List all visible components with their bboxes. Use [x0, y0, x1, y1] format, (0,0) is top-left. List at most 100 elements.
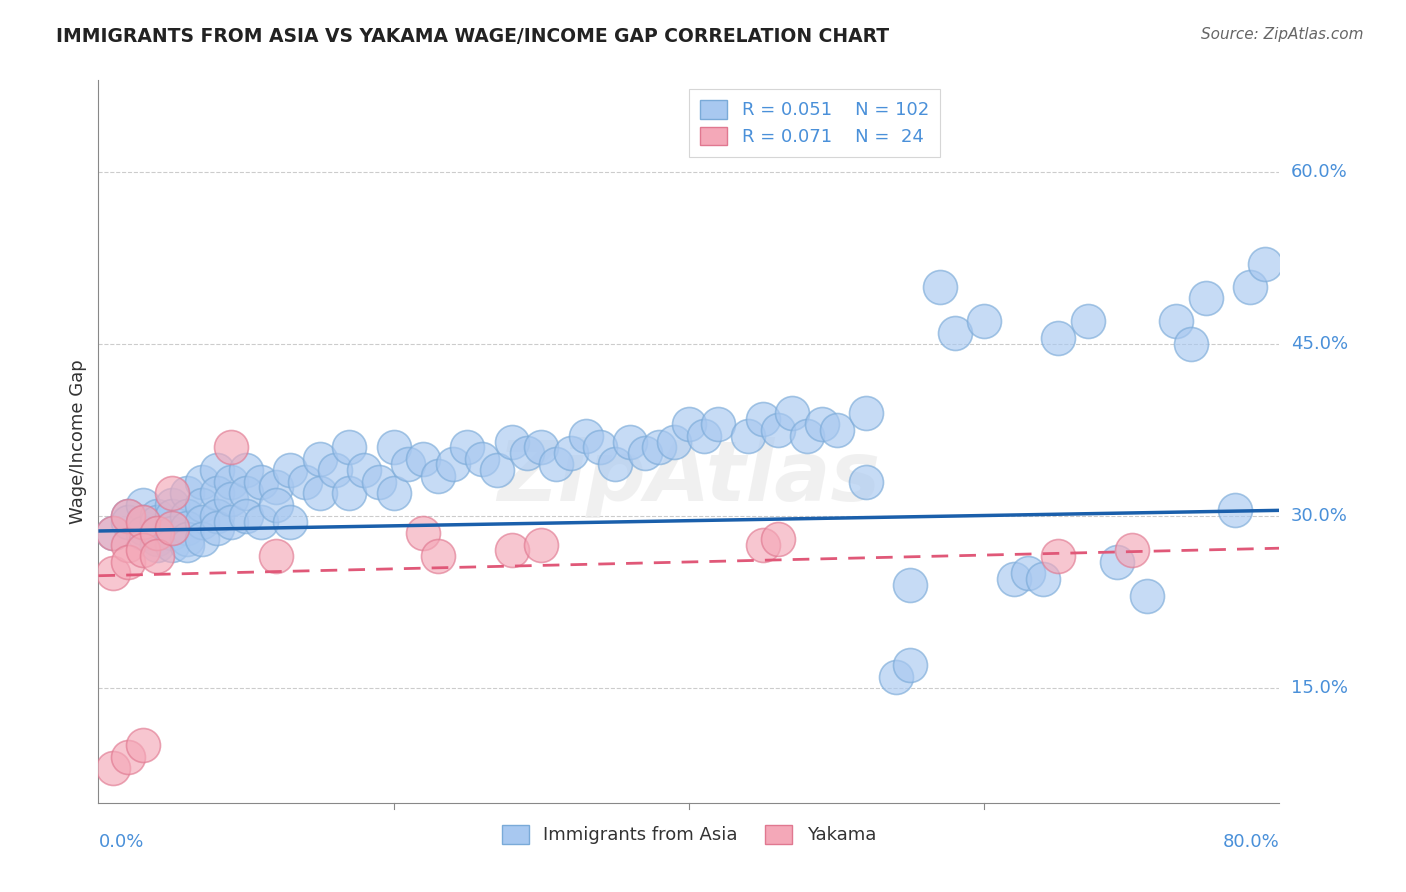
Text: 45.0%: 45.0%: [1291, 335, 1348, 353]
Point: [900, 658, 922, 673]
Point: [398, 458, 420, 472]
Point: [294, 475, 316, 489]
Point: [427, 469, 450, 483]
Y-axis label: Wage/Income Gap: Wage/Income Gap: [69, 359, 87, 524]
Point: [264, 498, 287, 512]
Point: [146, 549, 169, 564]
Point: [205, 486, 228, 500]
Point: [132, 498, 155, 512]
Point: [235, 509, 257, 524]
Point: [339, 440, 361, 454]
Point: [382, 440, 405, 454]
Point: [309, 486, 332, 500]
Point: [382, 486, 405, 500]
Point: [162, 486, 183, 500]
Point: [943, 326, 966, 340]
Text: Source: ZipAtlas.com: Source: ZipAtlas.com: [1201, 27, 1364, 42]
Point: [205, 520, 228, 534]
Point: [146, 526, 169, 541]
Point: [250, 515, 273, 529]
Point: [855, 406, 877, 420]
Point: [1195, 291, 1218, 305]
Point: [191, 515, 214, 529]
Point: [280, 515, 302, 529]
Point: [973, 314, 995, 328]
Point: [782, 406, 804, 420]
Point: [766, 423, 789, 437]
Point: [132, 515, 155, 529]
Point: [162, 538, 183, 552]
Point: [146, 538, 169, 552]
Point: [516, 446, 538, 460]
Point: [589, 440, 612, 454]
Point: [339, 486, 361, 500]
Legend: Immigrants from Asia, Yakama: Immigrants from Asia, Yakama: [495, 818, 883, 852]
Point: [162, 509, 183, 524]
Point: [530, 440, 553, 454]
Point: [280, 463, 302, 477]
Point: [221, 491, 243, 506]
Point: [191, 532, 214, 546]
Point: [162, 520, 183, 534]
Point: [191, 475, 214, 489]
Point: [752, 538, 775, 552]
Point: [737, 429, 759, 443]
Point: [412, 526, 434, 541]
Point: [1046, 549, 1070, 564]
Point: [605, 458, 627, 472]
Point: [457, 440, 479, 454]
Point: [855, 475, 877, 489]
Point: [132, 526, 155, 541]
Point: [146, 532, 169, 546]
Point: [132, 543, 155, 558]
Text: 0.0%: 0.0%: [98, 833, 143, 851]
Point: [530, 538, 553, 552]
Point: [235, 463, 257, 477]
Point: [1032, 572, 1054, 586]
Point: [1180, 337, 1202, 351]
Point: [1239, 279, 1261, 293]
Point: [1166, 314, 1188, 328]
Point: [176, 520, 198, 534]
Point: [117, 750, 139, 764]
Point: [575, 429, 598, 443]
Point: [117, 515, 139, 529]
Point: [191, 498, 214, 512]
Point: [1136, 590, 1159, 604]
Point: [796, 429, 818, 443]
Point: [929, 279, 952, 293]
Point: [560, 446, 582, 460]
Point: [103, 761, 125, 775]
Point: [884, 670, 907, 684]
Point: [1225, 503, 1247, 517]
Point: [146, 515, 169, 529]
Point: [162, 498, 183, 512]
Point: [132, 520, 155, 534]
Point: [117, 538, 139, 552]
Point: [205, 509, 228, 524]
Point: [205, 463, 228, 477]
Point: [693, 429, 716, 443]
Point: [1107, 555, 1129, 569]
Text: 60.0%: 60.0%: [1291, 163, 1347, 181]
Point: [146, 509, 169, 524]
Point: [1077, 314, 1099, 328]
Point: [221, 440, 243, 454]
Point: [176, 509, 198, 524]
Point: [162, 520, 183, 534]
Point: [132, 739, 155, 753]
Point: [471, 451, 494, 466]
Text: ZipAtlas: ZipAtlas: [498, 437, 880, 518]
Point: [132, 515, 155, 529]
Point: [619, 434, 641, 449]
Point: [117, 509, 139, 524]
Point: [634, 446, 657, 460]
Text: 30.0%: 30.0%: [1291, 507, 1347, 525]
Point: [176, 486, 198, 500]
Point: [546, 458, 568, 472]
Point: [235, 486, 257, 500]
Point: [678, 417, 700, 432]
Point: [221, 515, 243, 529]
Point: [752, 411, 775, 425]
Text: 80.0%: 80.0%: [1223, 833, 1279, 851]
